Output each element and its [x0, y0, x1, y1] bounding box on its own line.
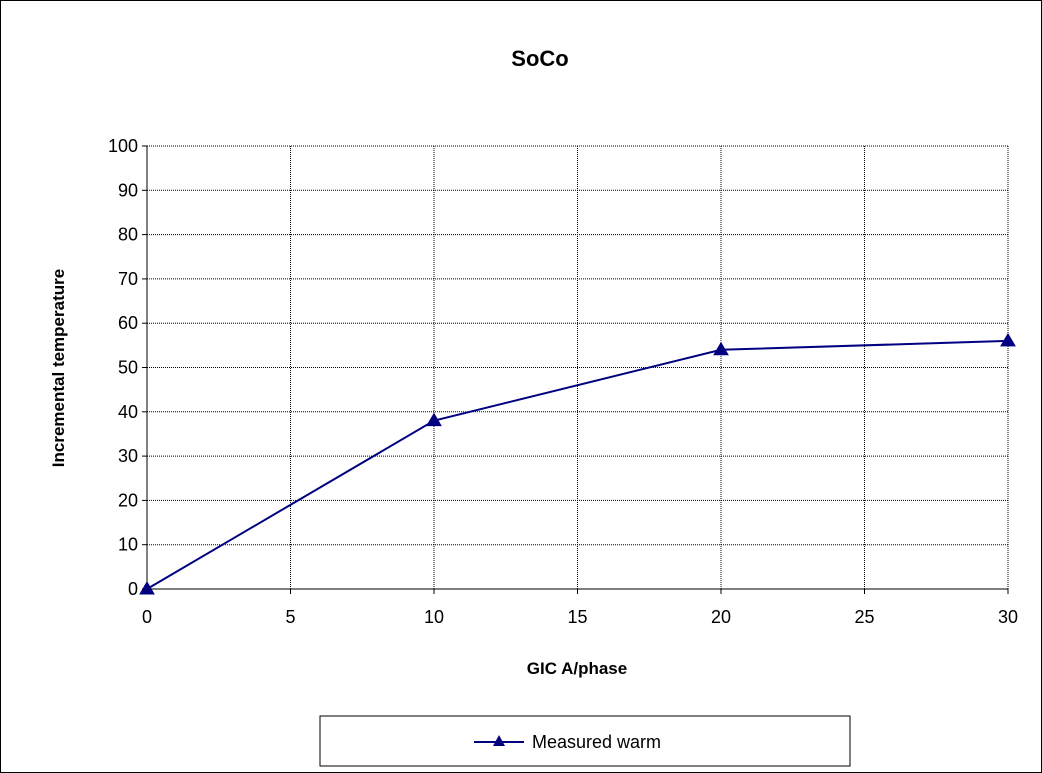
legend-box [319, 715, 851, 767]
data-point-marker [426, 412, 442, 427]
y-tick-label: 20 [118, 490, 138, 510]
y-tick-label: 10 [118, 535, 138, 555]
y-tick-label: 40 [118, 402, 138, 422]
x-tick-label: 5 [285, 607, 295, 627]
y-tick-label: 90 [118, 180, 138, 200]
data-point-marker [1000, 332, 1016, 347]
y-tick-label: 60 [118, 313, 138, 333]
y-tick-label: 70 [118, 269, 138, 289]
legend-label: Measured warm [532, 732, 661, 752]
series-line [146, 339, 1009, 590]
data-point-marker [139, 581, 155, 595]
y-tick-label: 80 [118, 225, 138, 245]
chart-title: SoCo [511, 46, 568, 71]
x-tick-label: 30 [998, 607, 1018, 627]
x-axis-title: GIC A/phase [527, 659, 627, 678]
legend-marker-icon [493, 735, 505, 746]
x-tick-label: 0 [142, 607, 152, 627]
x-tick-label: 10 [424, 607, 444, 627]
y-tick-label: 100 [108, 136, 138, 156]
y-axis-title: Incremental temperature [49, 269, 68, 467]
x-tick-label: 20 [711, 607, 731, 627]
x-tick-label: 15 [567, 607, 587, 627]
y-tick-label: 30 [118, 446, 138, 466]
legend: Measured warm [319, 715, 851, 767]
data-point-marker [713, 341, 729, 356]
x-tick-label: 25 [854, 607, 874, 627]
y-tick-label: 0 [128, 579, 138, 599]
plot-area: 0 10 20 30 40 50 60 70 80 90 100 0 5 10 15 20 25 30 [108, 136, 1018, 627]
y-tick-label: 50 [118, 358, 138, 378]
